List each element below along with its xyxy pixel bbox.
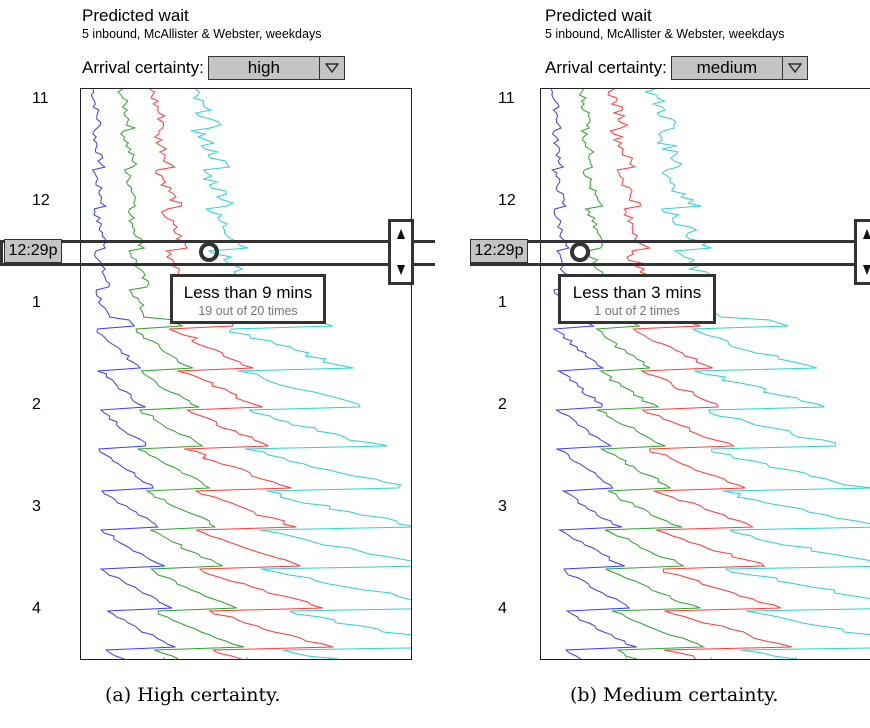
route-subtitle: 5 inbound, McAllister & Webster, weekday… [545,27,785,41]
panel-high-certainty: Predicted wait 5 inbound, McAllister & W… [0,6,435,706]
blue-trace [550,89,637,659]
cyan-trace [644,89,870,659]
wait-time-traces [90,89,411,659]
hour-label: 12 [32,192,50,209]
certainty-select-value[interactable]: medium [672,57,783,79]
wait-callout: Less than 9 mins 19 out of 20 times [170,274,326,324]
callout-wait-text: Less than 3 mins [572,283,702,302]
time-cursor-band[interactable] [0,240,435,266]
hour-label: 3 [32,498,41,515]
certainty-label: Arrival certainty: [82,58,204,77]
red-trace [149,89,334,659]
wait-time-plot[interactable] [540,88,870,660]
panel-medium-certainty: Predicted wait 5 inbound, McAllister & W… [470,0,870,728]
current-time-tag[interactable]: 12:29p [470,239,528,263]
route-subtitle: 5 inbound, McAllister & Webster, weekday… [82,27,322,41]
hour-label: 4 [32,600,41,617]
figure-caption: (a) High certainty. [105,684,281,706]
figure-caption: (b) Medium certainty. [570,684,779,706]
hour-label: 11 [498,90,515,107]
green-trace [578,89,706,659]
wait-marker-circle[interactable] [199,242,219,262]
hour-label: 3 [498,498,507,515]
hour-label: 1 [32,294,41,311]
certainty-row: Arrival certainty: high [82,56,345,80]
page-title: Predicted wait [82,6,189,25]
time-cursor-band[interactable] [470,240,870,266]
blue-trace [90,89,176,659]
wait-time-plot[interactable] [80,88,412,660]
hour-label: 2 [498,396,507,413]
cyan-trace [190,89,411,659]
callout-wait-text: Less than 9 mins [183,283,313,302]
triangle-up-icon[interactable] [860,224,870,244]
wait-time-traces [550,89,870,659]
hour-label: 4 [498,600,507,617]
hour-label: 11 [32,90,49,107]
triangle-up-icon[interactable] [394,224,408,244]
wait-marker-circle[interactable] [570,242,590,262]
certainty-select[interactable]: medium [670,56,808,80]
green-trace [117,89,245,659]
certainty-label: Arrival certainty: [545,58,667,77]
triangle-down-icon[interactable] [860,260,870,280]
red-trace [607,89,792,659]
chevron-down-icon[interactable] [783,57,807,79]
hour-label: 1 [498,294,507,311]
chevron-down-icon[interactable] [320,57,344,79]
hour-label: 12 [498,192,516,209]
current-time-tag[interactable]: 12:29p [4,239,62,263]
triangle-down-icon[interactable] [394,260,408,280]
page-title: Predicted wait [545,6,652,25]
hour-label: 2 [32,396,41,413]
callout-frequency-text: 1 out of 2 times [594,304,680,318]
certainty-select-value[interactable]: high [209,57,320,79]
certainty-select[interactable]: high [207,56,345,80]
time-stepper [388,219,414,285]
wait-callout: Less than 3 mins 1 out of 2 times [558,274,716,324]
time-stepper [854,219,870,285]
callout-frequency-text: 19 out of 20 times [198,304,298,318]
certainty-row: Arrival certainty: medium [545,56,808,80]
